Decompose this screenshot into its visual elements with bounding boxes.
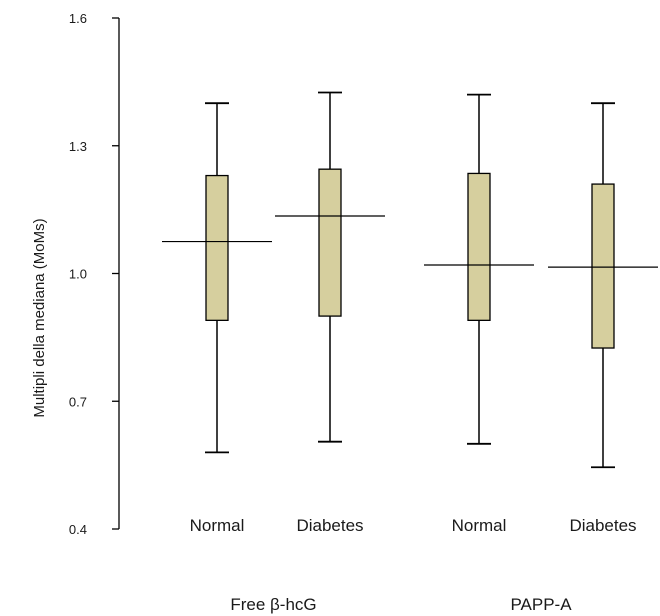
iqr-box (205, 174, 229, 321)
group-labels: Free β-hcG PAPP-A (230, 595, 572, 614)
category-label: Normal (190, 516, 245, 535)
iqr-box (318, 168, 342, 317)
boxes-layer (162, 91, 658, 469)
category-label: Normal (452, 516, 507, 535)
box-papp-a-diabetes (548, 102, 658, 469)
category-label: Diabetes (296, 516, 363, 535)
y-tick-label: 0.4 (69, 522, 87, 537)
group-label: PAPP-A (510, 595, 572, 614)
category-labels: Normal Diabetes Normal Diabetes (190, 516, 637, 535)
iqr-box (467, 172, 491, 321)
y-tick-label: 0.7 (69, 394, 87, 409)
y-tick-label: 1.3 (69, 139, 87, 154)
box-free-hcg-diabetes (275, 91, 385, 443)
y-tick-label: 1.6 (69, 11, 87, 26)
iqr-box (591, 183, 615, 349)
y-axis-title: Multipli della mediana (MoMs) (31, 218, 48, 417)
group-label: Free β-hcG (230, 595, 316, 614)
box-papp-a-normal (424, 93, 534, 445)
y-tick-label: 1.0 (69, 267, 87, 282)
category-label: Diabetes (569, 516, 636, 535)
y-axis: 0.4 0.7 1.0 1.3 1.6 (69, 11, 120, 537)
box-free-hcg-normal (162, 102, 272, 454)
